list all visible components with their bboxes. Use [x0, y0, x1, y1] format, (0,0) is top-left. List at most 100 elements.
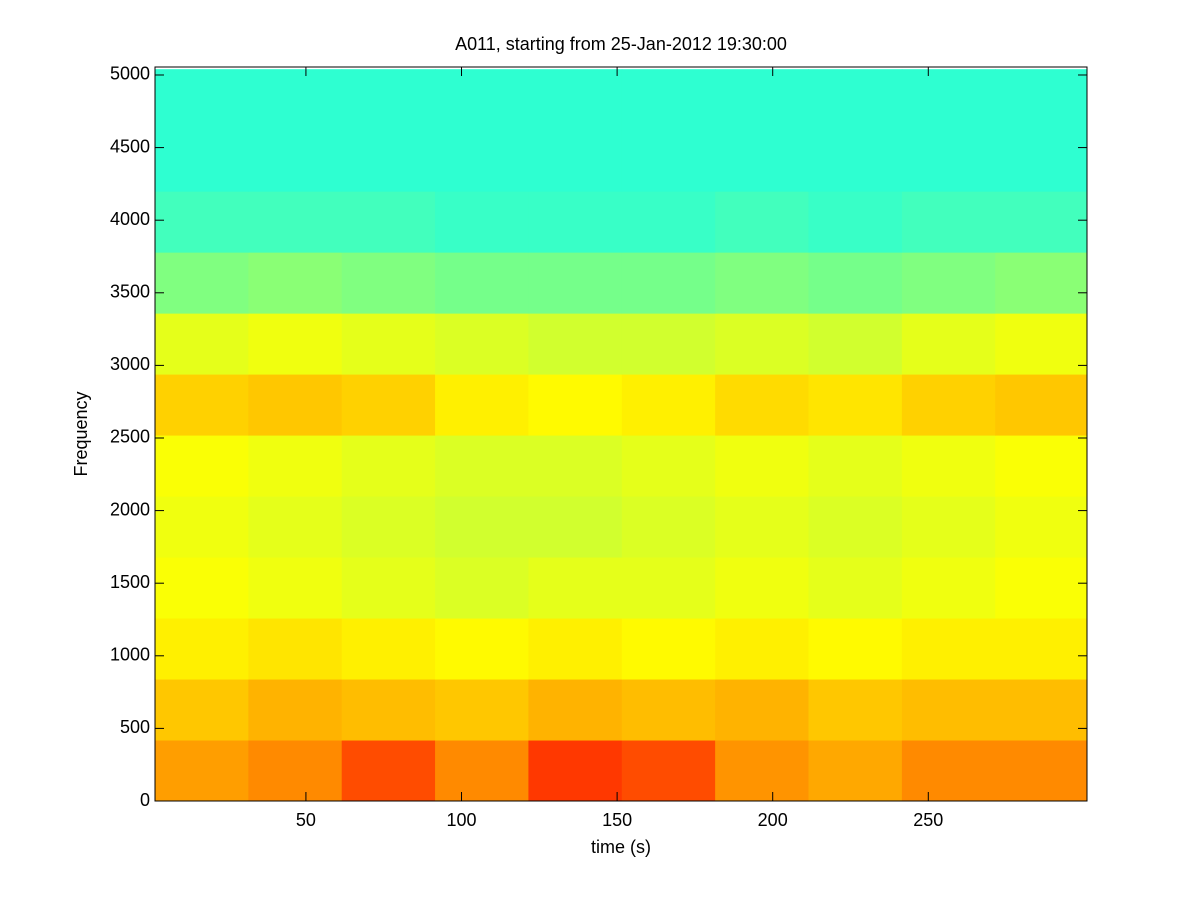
heatmap-cell: [528, 69, 623, 131]
heatmap-cell: [808, 557, 903, 619]
heatmap-cell: [715, 374, 809, 436]
heatmap-cell: [528, 435, 623, 497]
heatmap-cell: [341, 69, 436, 131]
heatmap-cell: [715, 435, 809, 497]
heatmap-cell: [248, 313, 343, 375]
heatmap-cell: [528, 679, 623, 741]
heatmap-cell: [808, 69, 903, 131]
heatmap-cell: [528, 557, 623, 619]
heatmap-cell: [901, 557, 996, 619]
x-tick-label: 100: [446, 810, 476, 830]
heatmap-cell: [528, 374, 623, 436]
heatmap-cell: [621, 374, 716, 436]
heatmap-cell: [715, 740, 809, 801]
heatmap-cell: [901, 313, 996, 375]
heatmap-cell: [248, 191, 343, 253]
y-tick-label: 5000: [110, 64, 150, 84]
heatmap-cell: [995, 557, 1087, 619]
heatmap-cell: [715, 313, 809, 375]
heatmap-cell: [435, 252, 529, 314]
heatmap-cell: [901, 252, 996, 314]
x-tick-label: 200: [758, 810, 788, 830]
y-tick-label: 4000: [110, 209, 150, 229]
heatmap-cell: [995, 130, 1087, 192]
heatmap-cell: [808, 191, 903, 253]
x-tick-label: 150: [602, 810, 632, 830]
heatmap-cell: [155, 618, 249, 680]
heatmap-cell: [901, 435, 996, 497]
heatmap-cell: [435, 313, 529, 375]
heatmap-cell: [528, 740, 623, 801]
heatmap-cell: [995, 618, 1087, 680]
x-tick-label: 50: [296, 810, 316, 830]
heatmap-cell: [435, 191, 529, 253]
heatmap-cell: [715, 252, 809, 314]
heatmap-cell: [341, 557, 436, 619]
heatmap-cell: [248, 374, 343, 436]
heatmap-cell: [528, 252, 623, 314]
y-tick-label: 2500: [110, 427, 150, 447]
heatmap-cell: [435, 618, 529, 680]
heatmap-cell: [435, 496, 529, 558]
heatmap-cell: [435, 69, 529, 131]
x-tick-label: 250: [913, 810, 943, 830]
heatmap-cell: [995, 313, 1087, 375]
heatmap-cell: [715, 679, 809, 741]
heatmap-cell: [621, 496, 716, 558]
heatmap-cell: [341, 740, 436, 801]
heatmap-cell: [248, 252, 343, 314]
heatmap-cell: [715, 618, 809, 680]
heatmap-cell: [155, 496, 249, 558]
heatmap: [155, 69, 1087, 801]
heatmap-cell: [155, 557, 249, 619]
heatmap-cell: [341, 374, 436, 436]
heatmap-cell: [715, 69, 809, 131]
heatmap-cell: [995, 69, 1087, 131]
heatmap-cell: [808, 435, 903, 497]
heatmap-cell: [621, 252, 716, 314]
y-tick-label: 1000: [110, 645, 150, 665]
heatmap-cell: [901, 740, 996, 801]
heatmap-cell: [995, 679, 1087, 741]
heatmap-cell: [155, 374, 249, 436]
heatmap-cell: [528, 496, 623, 558]
heatmap-cell: [621, 313, 716, 375]
heatmap-cell: [155, 435, 249, 497]
heatmap-cell: [621, 130, 716, 192]
heatmap-cell: [995, 740, 1087, 801]
heatmap-cell: [435, 374, 529, 436]
heatmap-cell: [435, 679, 529, 741]
plot-frame: [154, 66, 1088, 802]
heatmap-cell: [715, 191, 809, 253]
heatmap-cell: [341, 496, 436, 558]
heatmap-cell: [341, 191, 436, 253]
heatmap-cell: [901, 679, 996, 741]
heatmap-cell: [248, 618, 343, 680]
heatmap-cell: [248, 435, 343, 497]
heatmap-cell: [715, 557, 809, 619]
heatmap-cell: [248, 130, 343, 192]
heatmap-cell: [341, 679, 436, 741]
heatmap-cell: [808, 374, 903, 436]
heatmap-cell: [155, 69, 249, 131]
heatmap-cell: [901, 618, 996, 680]
y-tick-label: 2000: [110, 499, 150, 519]
heatmap-cell: [621, 740, 716, 801]
heatmap-cell: [808, 740, 903, 801]
heatmap-cell: [155, 130, 249, 192]
heatmap-cell: [901, 69, 996, 131]
heatmap-cell: [715, 496, 809, 558]
heatmap-cell: [808, 252, 903, 314]
heatmap-cell: [808, 618, 903, 680]
heatmap-cell: [995, 252, 1087, 314]
heatmap-cell: [155, 313, 249, 375]
chart-title: A011, starting from 25-Jan-2012 19:30:00: [455, 34, 787, 54]
heatmap-cell: [248, 740, 343, 801]
heatmap-cell: [808, 313, 903, 375]
heatmap-cell: [341, 435, 436, 497]
heatmap-cell: [808, 130, 903, 192]
heatmap-cell: [621, 679, 716, 741]
heatmap-cell: [155, 679, 249, 741]
y-tick-label: 500: [120, 717, 150, 737]
heatmap-cell: [248, 679, 343, 741]
